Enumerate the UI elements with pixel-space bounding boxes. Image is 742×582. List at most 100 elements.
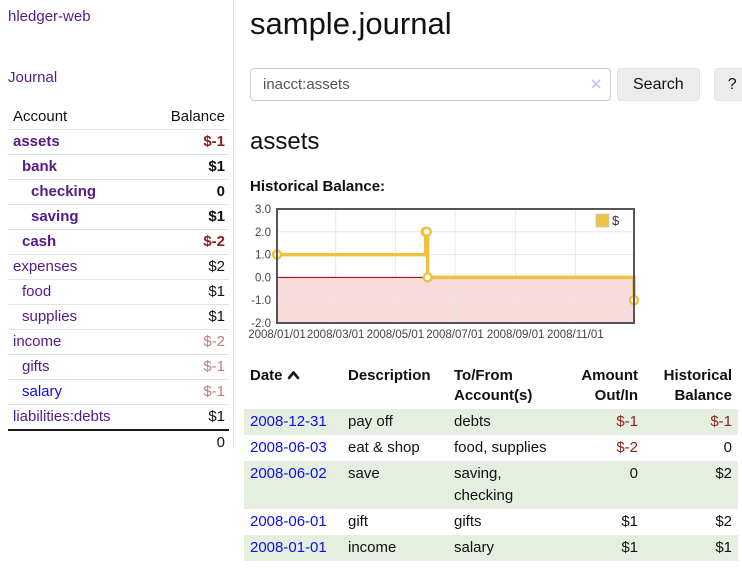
account-balance: $1 — [146, 279, 229, 305]
journal-link[interactable]: Journal — [8, 69, 58, 86]
account-link-assets[interactable]: assets — [13, 133, 60, 150]
transaction-date-link[interactable]: 2008-06-01 — [250, 513, 327, 530]
main-content: sample.journal ✕ Search ? assets Histori… — [244, 0, 742, 561]
search-input[interactable] — [250, 68, 611, 101]
transaction-amount: $1 — [621, 539, 638, 556]
transaction-amount: $1 — [621, 513, 638, 530]
account-balance: $-2 — [146, 229, 229, 255]
date-header-label: Date — [250, 367, 283, 384]
balance-column-header: Balance — [170, 108, 225, 125]
transaction-accounts: food, supplies — [454, 439, 547, 456]
svg-text:2008/01/01: 2008/01/01 — [248, 329, 306, 341]
transaction-date-link[interactable]: 2008-06-03 — [250, 439, 327, 456]
account-balance: 0 — [146, 179, 229, 205]
transaction-accounts: saving, checking — [454, 465, 514, 504]
account-row-food: food $1 — [8, 279, 229, 305]
search-form: ✕ Search ? — [250, 68, 742, 101]
historical-balance-chart: 2008/01/01 2008/03/01 2008/05/01 2008/07/01… — [243, 204, 740, 348]
account-link-income[interactable]: income — [13, 333, 62, 350]
transaction-amount: $-1 — [616, 413, 638, 430]
transaction-amount: 0 — [629, 465, 638, 482]
sort-ascending-icon — [287, 366, 300, 386]
account-balance: $2 — [146, 254, 229, 280]
accounts-total-row: 0 — [8, 429, 229, 455]
register-header-row: Date Description To/From Account(s) Amou… — [244, 363, 738, 409]
transaction-date-link[interactable]: 2008-01-01 — [250, 539, 327, 556]
page-title: sample.journal — [250, 6, 452, 41]
transaction-accounts: debts — [454, 413, 491, 430]
svg-text:0.0: 0.0 — [255, 272, 271, 284]
transaction-description: save — [348, 465, 380, 482]
transaction-balance: $1 — [715, 539, 732, 556]
account-balance: $-1 — [146, 129, 229, 155]
transaction-row: 2008-06-02 save saving, checking 0 $2 — [244, 461, 738, 509]
transaction-row: 2008-01-01 income salary $1 $1 — [244, 535, 738, 561]
transaction-date-link[interactable]: 2008-06-02 — [250, 465, 327, 482]
account-row-assets: assets $-1 — [8, 129, 229, 155]
account-balance: $1 — [146, 204, 229, 230]
account-heading: assets — [250, 128, 320, 155]
account-balance: $-1 — [146, 354, 229, 380]
search-button[interactable]: Search — [617, 68, 700, 101]
transaction-description: income — [348, 539, 397, 556]
clear-search-icon[interactable]: ✕ — [590, 76, 602, 92]
svg-text:2008/11/01: 2008/11/01 — [547, 329, 604, 341]
nav-journal: Journal — [8, 69, 233, 87]
svg-text:3.0: 3.0 — [255, 204, 271, 216]
account-balance: $-2 — [146, 329, 229, 355]
date-column-header[interactable]: Date — [244, 363, 342, 409]
transaction-date-link[interactable]: 2008-12-31 — [250, 413, 327, 430]
help-button[interactable]: ? — [713, 68, 742, 101]
balance-chart: 2008/01/01 2008/03/01 2008/05/01 2008/07/01… — [248, 204, 640, 341]
svg-text:2008/03/01: 2008/03/01 — [307, 329, 365, 341]
transaction-balance: $2 — [715, 465, 732, 482]
account-balance: $-1 — [146, 379, 229, 405]
svg-text:2008/05/01: 2008/05/01 — [367, 329, 425, 341]
account-link-food[interactable]: food — [22, 283, 52, 300]
account-link-checking[interactable]: checking — [31, 183, 97, 200]
svg-text:1.0: 1.0 — [255, 250, 271, 262]
account-link-bank[interactable]: bank — [22, 158, 58, 175]
account-row-bank: bank $1 — [8, 154, 229, 180]
account-balance: $1 — [146, 404, 229, 430]
svg-text:2.0: 2.0 — [255, 227, 271, 239]
sidebar: hledger-web Journal Account Balance asse… — [0, 0, 234, 455]
account-link-saving[interactable]: saving — [31, 208, 79, 225]
account-link-gifts[interactable]: gifts — [22, 358, 50, 375]
accounts-total: 0 — [146, 429, 229, 455]
accounts-column-header: To/From Account(s) — [454, 367, 533, 404]
svg-text:-1.0: -1.0 — [251, 295, 271, 307]
account-row-checking: checking 0 — [8, 179, 229, 205]
transaction-row: 2008-12-31 pay off debts $-1 $-1 — [244, 409, 738, 435]
transaction-balance: $-1 — [710, 413, 732, 430]
transaction-accounts: salary — [454, 539, 495, 556]
transaction-row: 2008-06-01 gift gifts $1 $2 — [244, 509, 738, 535]
account-link-liabilities-debts[interactable]: liabilities:debts — [13, 408, 111, 425]
account-row-income: income $-2 — [8, 329, 229, 355]
account-row-saving: saving $1 — [8, 204, 229, 230]
balance-column-header: Historical Balance — [663, 367, 732, 404]
account-link-expenses[interactable]: expenses — [13, 258, 78, 275]
account-link-salary[interactable]: salary — [22, 383, 63, 400]
transaction-balance: $2 — [715, 513, 732, 530]
transaction-description: gift — [348, 513, 369, 530]
app-title: hledger-web — [8, 8, 233, 26]
transaction-balance: 0 — [723, 439, 732, 456]
description-column-header: Description — [348, 367, 431, 384]
account-link-supplies[interactable]: supplies — [22, 308, 78, 325]
account-row-cash: cash $-2 — [8, 229, 229, 255]
account-row-liabilities-debts: liabilities:debts $1 — [8, 404, 229, 430]
accounts-table: Account Balance assets $-1 bank $1 check… — [8, 106, 229, 455]
amount-column-header: Amount Out/In — [581, 367, 638, 404]
account-column-header: Account — [13, 108, 68, 125]
transaction-description: pay off — [348, 413, 393, 430]
account-link-cash[interactable]: cash — [22, 233, 57, 250]
svg-text:2008/07/01: 2008/07/01 — [426, 329, 484, 341]
account-row-gifts: gifts $-1 — [8, 354, 229, 380]
account-balance: $1 — [146, 304, 229, 330]
app-title-link[interactable]: hledger-web — [8, 8, 91, 25]
svg-text:-2.0: -2.0 — [251, 318, 271, 330]
transaction-row: 2008-06-03 eat & shop food, supplies $-2… — [244, 435, 738, 461]
transaction-description: eat & shop — [348, 439, 420, 456]
account-balance: $1 — [146, 154, 229, 180]
